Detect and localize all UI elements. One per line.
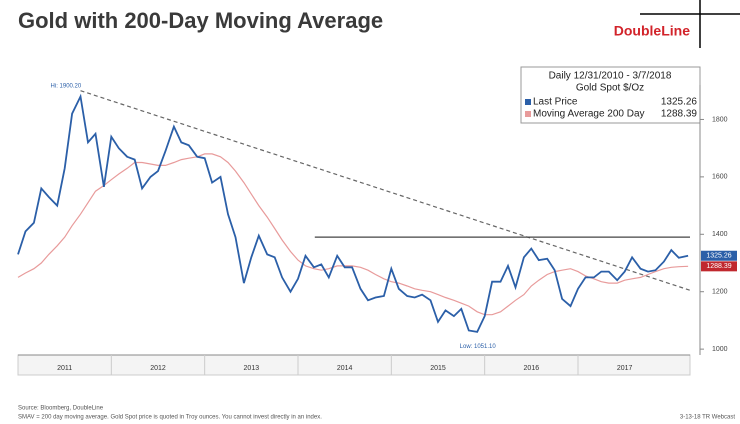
legend-label: Last Price: [533, 97, 578, 108]
value-box-label: 1325.26: [706, 253, 731, 260]
value-box-label: 1288.39: [706, 263, 731, 270]
value-box: [701, 261, 737, 272]
trend-line: [80, 90, 691, 291]
legend-header: Daily 12/31/2010 - 3/7/2018: [549, 71, 672, 82]
x-tick-label: 2012: [150, 365, 166, 372]
x-tick-label: 2016: [524, 365, 540, 372]
y-tick-label: 1800: [712, 116, 728, 123]
x-tick-label: 2017: [617, 365, 633, 372]
legend-header: Gold Spot $/Oz: [576, 83, 644, 94]
annotation: Low: 1051.10: [460, 344, 497, 350]
legend-swatch: [525, 111, 531, 117]
chart-title: Gold with 200-Day Moving Average: [18, 8, 383, 33]
legend-label: Moving Average 200 Day: [533, 109, 645, 120]
logo: DoubleLine: [614, 23, 690, 39]
series-line: [17, 93, 689, 333]
source: Source: Bloomberg, DoubleLine: [18, 406, 104, 412]
x-tick-label: 2014: [337, 365, 353, 372]
legend-value: 1288.39: [661, 109, 698, 120]
legend: [520, 66, 701, 124]
series-line: [17, 153, 689, 316]
footer: 3-13-18 TR Webcast: [680, 415, 735, 421]
x-tick-label: 2011: [57, 365, 72, 372]
y-tick-label: 1600: [712, 174, 728, 181]
legend-swatch: [525, 99, 531, 105]
x-axis-band: [17, 354, 691, 376]
footnote: SMAV = 200 day moving average. Gold Spot…: [18, 415, 322, 421]
y-tick-label: 1000: [712, 346, 728, 353]
annotation: Hi: 1900.20: [51, 83, 82, 89]
y-tick-label: 1200: [712, 289, 728, 296]
y-tick-label: 1400: [712, 231, 728, 238]
x-tick-label: 2013: [244, 365, 260, 372]
value-box: [701, 250, 737, 261]
x-tick-label: 2015: [430, 365, 446, 372]
legend-value: 1325.26: [661, 97, 698, 108]
